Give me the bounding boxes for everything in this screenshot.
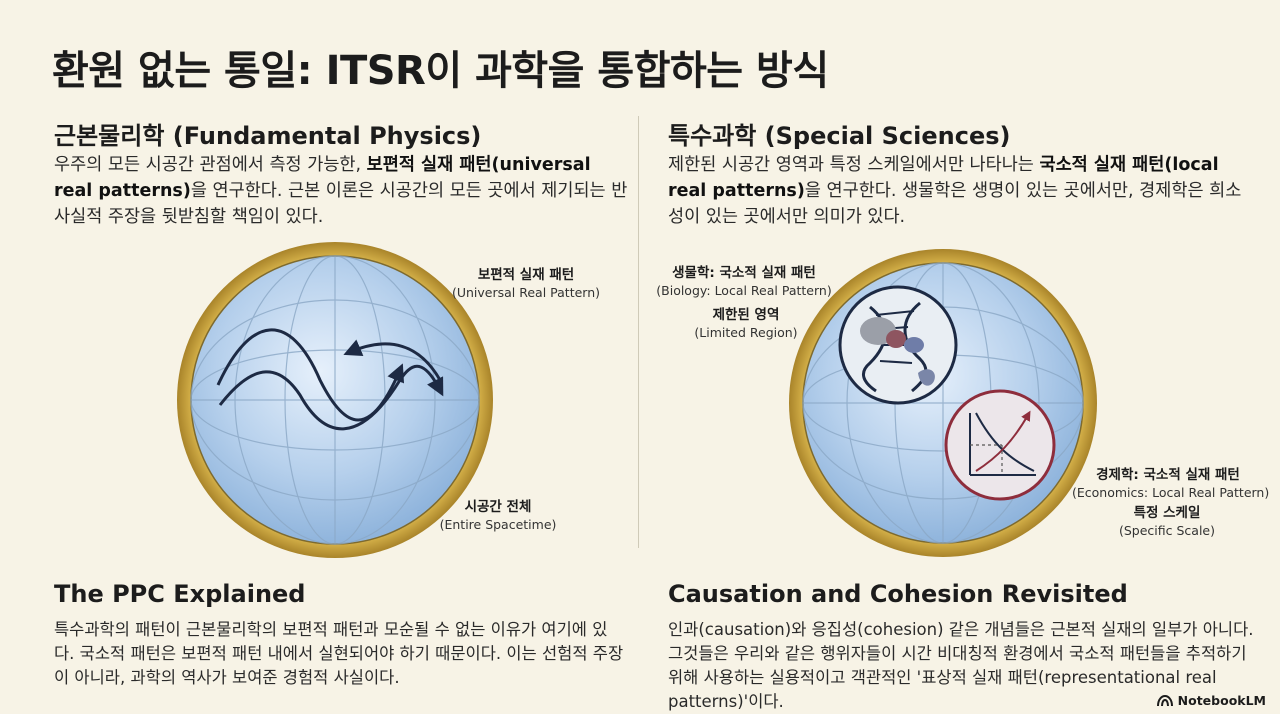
special-sciences-text-part2: 을 연구한다. 생물학은 생명이 있는 곳에서만, 경제학은 희소성이 있는 곳…: [668, 181, 1242, 227]
biology-label-kr: 생물학: 국소적 실재 패턴: [672, 265, 816, 281]
economics-label-en: (Economics: Local Real Pattern): [1072, 485, 1270, 500]
ppc-text: 특수과학의 패턴이 근본물리학의 보편적 패턴과 모순될 수 없는 이유가 여기…: [54, 620, 624, 687]
specific-scale-label-en: (Specific Scale): [1118, 523, 1215, 538]
entire-spacetime-label-en: (Entire Spacetime): [439, 517, 557, 532]
specific-scale-label-kr: 특정 스케일: [1133, 505, 1201, 521]
causation-text: 인과(causation)와 응집성(cohesion) 같은 개념들은 근본적…: [668, 620, 1254, 711]
biology-label: 생물학: 국소적 실재 패턴 (Biology: Local Real Patt…: [656, 264, 832, 299]
fundamental-physics-text-part1: 우주의 모든 시공간 관점에서 측정 가능한,: [54, 155, 367, 175]
page-title: 환원 없는 통일: ITSR이 과학을 통합하는 방식: [52, 48, 829, 94]
ppc-heading: The PPC Explained: [54, 580, 306, 608]
economics-region: [944, 389, 1056, 501]
limited-region-label-kr: 제한된 영역: [712, 307, 780, 323]
universal-real-patterns-term: 보편적 실재 패턴(universal real patterns): [54, 155, 591, 201]
economics-label: 경제학: 국소적 실재 패턴 (Economics: Local Real Pa…: [1072, 466, 1270, 501]
fundamental-physics-text-part2: 을 연구한다. 근본 이론은 시공간의 모든 곳에서 제기되는 반사실적 주장을…: [54, 181, 628, 227]
sphere-gridlines: [190, 255, 480, 545]
specific-scale-label: 특정 스케일 (Specific Scale): [1100, 504, 1234, 539]
entire-spacetime-label-kr: 시공간 전체: [464, 499, 532, 515]
universal-real-pattern-label-kr: 보편적 실재 패턴: [477, 267, 575, 283]
causation-heading: Causation and Cohesion Revisited: [668, 580, 1128, 608]
biology-label-en: (Biology: Local Real Pattern): [656, 283, 832, 298]
notebooklm-brand: NotebookLM: [1156, 693, 1266, 708]
wave-arrow-3: [343, 339, 442, 381]
limited-region-label: 제한된 영역 (Limited Region): [676, 306, 816, 341]
special-sciences-text-part1: 제한된 시공간 영역과 특정 스케일에서만 나타나는: [668, 155, 1040, 175]
column-divider: [638, 116, 639, 548]
limited-region-label-en: (Limited Region): [694, 325, 798, 340]
special-sciences-heading: 특수과학 (Special Sciences): [668, 122, 1011, 150]
local-pattern-sphere: [789, 249, 1097, 557]
brand-label: NotebookLM: [1177, 693, 1266, 708]
universal-pattern-sphere: [177, 242, 493, 558]
universal-real-pattern-label-en: (Universal Real Pattern): [451, 285, 601, 300]
universal-real-pattern-label: 보편적 실재 패턴 (Universal Real Pattern): [446, 266, 606, 301]
local-real-patterns-term: 국소적 실재 패턴(local real patterns): [668, 155, 1219, 201]
fundamental-physics-heading: 근본물리학 (Fundamental Physics): [54, 122, 482, 150]
supply-curve: [975, 410, 1031, 472]
biology-region: [838, 285, 958, 405]
entire-spacetime-label: 시공간 전체 (Entire Spacetime): [418, 498, 578, 533]
notebooklm-logo-icon: [1156, 694, 1173, 706]
wave-arrow-2: [218, 364, 444, 431]
economics-label-kr: 경제학: 국소적 실재 패턴: [1096, 467, 1240, 483]
fundamental-physics-text: 우주의 모든 시공간 관점에서 측정 가능한, 보편적 실재 패턴(univer…: [54, 152, 634, 230]
special-sciences-text: 제한된 시공간 영역과 특정 스케일에서만 나타나는 국소적 실재 패턴(loc…: [668, 152, 1248, 230]
